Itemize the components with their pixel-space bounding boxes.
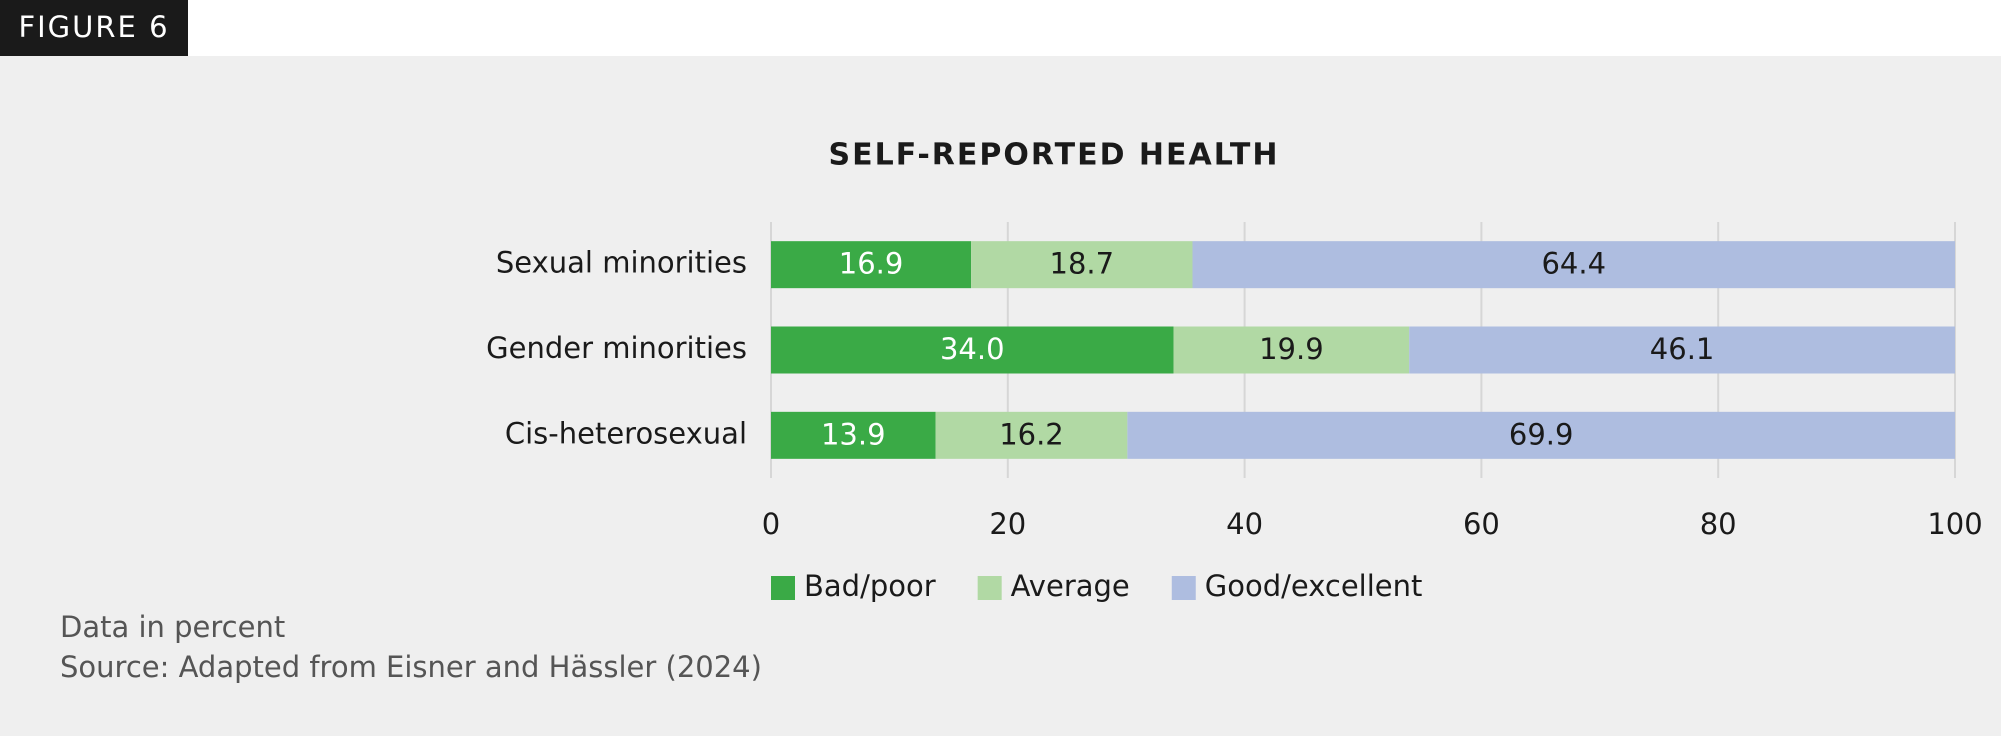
bar-segment	[771, 241, 972, 289]
data-label: 19.9	[1259, 332, 1324, 366]
data-label: 16.2	[999, 417, 1064, 451]
bar-segment	[971, 241, 1193, 289]
data-label: 34.0	[940, 332, 1005, 366]
legend-swatch	[1171, 576, 1196, 600]
bar-segment	[771, 326, 1174, 374]
x-tick-label: 0	[762, 507, 780, 541]
x-tick-label: 100	[1927, 507, 1982, 541]
bar-segment	[1409, 326, 1955, 374]
bar-segment	[1173, 326, 1410, 374]
chart-title: SELF-REPORTED HEALTH	[829, 138, 1280, 173]
x-tick-label: 20	[989, 507, 1026, 541]
header-band	[0, 0, 2001, 56]
data-label: 16.9	[839, 247, 904, 281]
data-label: 64.4	[1541, 247, 1606, 281]
y-tick-label: Sexual minorities	[496, 246, 747, 280]
bar-segment	[1192, 241, 1955, 289]
bar-segment	[1127, 411, 1955, 459]
legend-swatch	[977, 576, 1002, 600]
data-label: 69.9	[1509, 417, 1574, 451]
bar-segment	[935, 411, 1128, 459]
data-label: 18.7	[1050, 247, 1115, 281]
legend-label: Good/excellent	[1205, 569, 1423, 603]
note: Data in percent	[60, 610, 285, 644]
x-tick-label: 60	[1463, 507, 1500, 541]
y-tick-label: Gender minorities	[486, 331, 747, 365]
data-label: 46.1	[1650, 332, 1715, 366]
legend-label: Average	[1011, 569, 1130, 603]
figure-label: FIGURE 6	[18, 10, 169, 44]
x-tick-label: 80	[1700, 507, 1737, 541]
legend-label: Bad/poor	[804, 569, 936, 603]
y-tick-label: Cis-heterosexual	[505, 416, 747, 450]
bar-segment	[771, 411, 936, 459]
note: Source: Adapted from Eisner and Hässler …	[60, 650, 762, 684]
figure-label-box	[0, 0, 188, 56]
legend-swatch	[771, 576, 795, 600]
data-label: 13.9	[821, 417, 886, 451]
x-tick-label: 40	[1226, 507, 1263, 541]
